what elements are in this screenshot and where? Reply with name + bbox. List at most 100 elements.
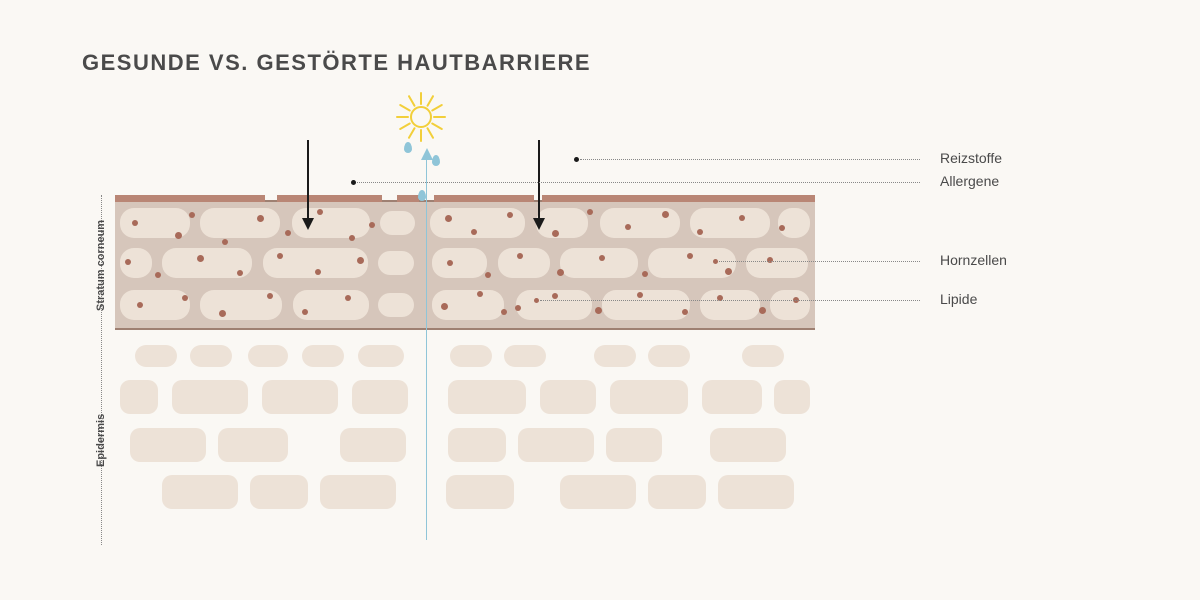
epidermis-cell [560, 475, 636, 509]
water-drop-icon [432, 155, 440, 166]
arrow-head-down-icon [302, 218, 314, 230]
lipid-dot [759, 307, 766, 314]
water-drop-icon [418, 190, 426, 201]
lipid-dot [625, 224, 631, 230]
epidermis-cell [448, 380, 526, 414]
lipid-dot [557, 269, 564, 276]
corneocyte-cell [770, 290, 810, 320]
epidermis-cell [135, 345, 177, 367]
lipid-dot [587, 209, 593, 215]
lipid-dot [237, 270, 243, 276]
epidermis-cell [120, 380, 158, 414]
epidermis-cell [352, 380, 408, 414]
epidermis-cell [448, 428, 506, 462]
page-title: GESUNDE VS. GESTÖRTE HAUTBARRIERE [82, 50, 591, 76]
lipid-dot [345, 295, 351, 301]
leader-line [357, 182, 920, 183]
lipid-dot [267, 293, 273, 299]
epidermis-cell [162, 475, 238, 509]
lipid-dot [315, 269, 321, 275]
epidermis-cell [320, 475, 396, 509]
lipid-dot [595, 307, 602, 314]
lipid-dot [767, 257, 773, 263]
leader-dot [351, 180, 356, 185]
lipid-dot [222, 239, 228, 245]
lipid-dot [697, 229, 703, 235]
epidermis-cell [248, 345, 288, 367]
corneocyte-cell [746, 248, 808, 278]
lipid-dot [471, 229, 477, 235]
arrow-head-down-icon [533, 218, 545, 230]
epidermis-cell [518, 428, 594, 462]
penetration-arrow [538, 140, 540, 220]
corneocyte-cell [432, 248, 487, 278]
leader-line [719, 261, 920, 262]
lipid-dot [662, 211, 669, 218]
epidermis-cell [718, 475, 794, 509]
epidermis-cell [610, 380, 688, 414]
lipid-dot [369, 222, 375, 228]
epidermis-cell [450, 345, 492, 367]
epidermis-cell [648, 475, 706, 509]
corneocyte-cell [380, 211, 415, 235]
layer-label: Stratum corneum [95, 219, 107, 310]
epidermis-cell [606, 428, 662, 462]
arrow-head-up-icon [421, 148, 433, 160]
corneocyte-cell [378, 251, 414, 275]
lipid-dot [739, 215, 745, 221]
lipid-dot [219, 310, 226, 317]
lipid-dot [197, 255, 204, 262]
skin-surface-segment [115, 195, 265, 202]
lipid-dot [125, 259, 131, 265]
lipid-dot [637, 292, 643, 298]
epidermis-cell [774, 380, 810, 414]
epidermis-cell [446, 475, 514, 509]
corneocyte-cell [560, 248, 638, 278]
lipid-dot [599, 255, 605, 261]
lipid-dot [552, 293, 558, 299]
epidermis-cell [262, 380, 338, 414]
lipid-dot [687, 253, 693, 259]
epidermis-cell [358, 345, 404, 367]
layer-label: Epidermis [95, 413, 107, 466]
annotation-label-reizstoffe: Reizstoffe [940, 150, 1002, 166]
lipid-dot [349, 235, 355, 241]
lipid-dot [357, 257, 364, 264]
epidermis-cell [190, 345, 232, 367]
corneocyte-cell [200, 208, 280, 238]
leader-line [580, 159, 920, 160]
lipid-dot [137, 302, 143, 308]
lipid-dot [277, 253, 283, 259]
epidermis-cell [130, 428, 206, 462]
lipid-dot [317, 209, 323, 215]
corneocyte-cell [700, 290, 760, 320]
water-drop-icon [404, 142, 412, 153]
lipid-dot [779, 225, 785, 231]
lipid-dot [515, 305, 521, 311]
lipid-dot [257, 215, 264, 222]
penetration-arrow [307, 140, 309, 220]
epidermis-cell [250, 475, 308, 509]
leader-dot [713, 259, 718, 264]
epidermis-cell [218, 428, 288, 462]
lipid-dot [189, 212, 195, 218]
corneocyte-cell [778, 208, 810, 238]
lipid-dot [507, 212, 513, 218]
annotation-label-allergene: Allergene [940, 173, 999, 189]
epidermis-cell [594, 345, 636, 367]
lipid-dot [302, 309, 308, 315]
epidermis-cell [172, 380, 248, 414]
epidermis-cell [742, 345, 784, 367]
annotation-label-hornzellen: Hornzellen [940, 252, 1007, 268]
lipid-dot [445, 215, 452, 222]
skin-surface-segment [277, 195, 382, 202]
lipid-dot [642, 271, 648, 277]
corneocyte-cell [378, 293, 414, 317]
corneocyte-cell [648, 248, 736, 278]
corneocyte-cell [120, 290, 190, 320]
lipid-dot [175, 232, 182, 239]
epidermis-cell [302, 345, 344, 367]
lipid-dot [447, 260, 453, 266]
epidermis-cell [340, 428, 406, 462]
lipid-dot [441, 303, 448, 310]
